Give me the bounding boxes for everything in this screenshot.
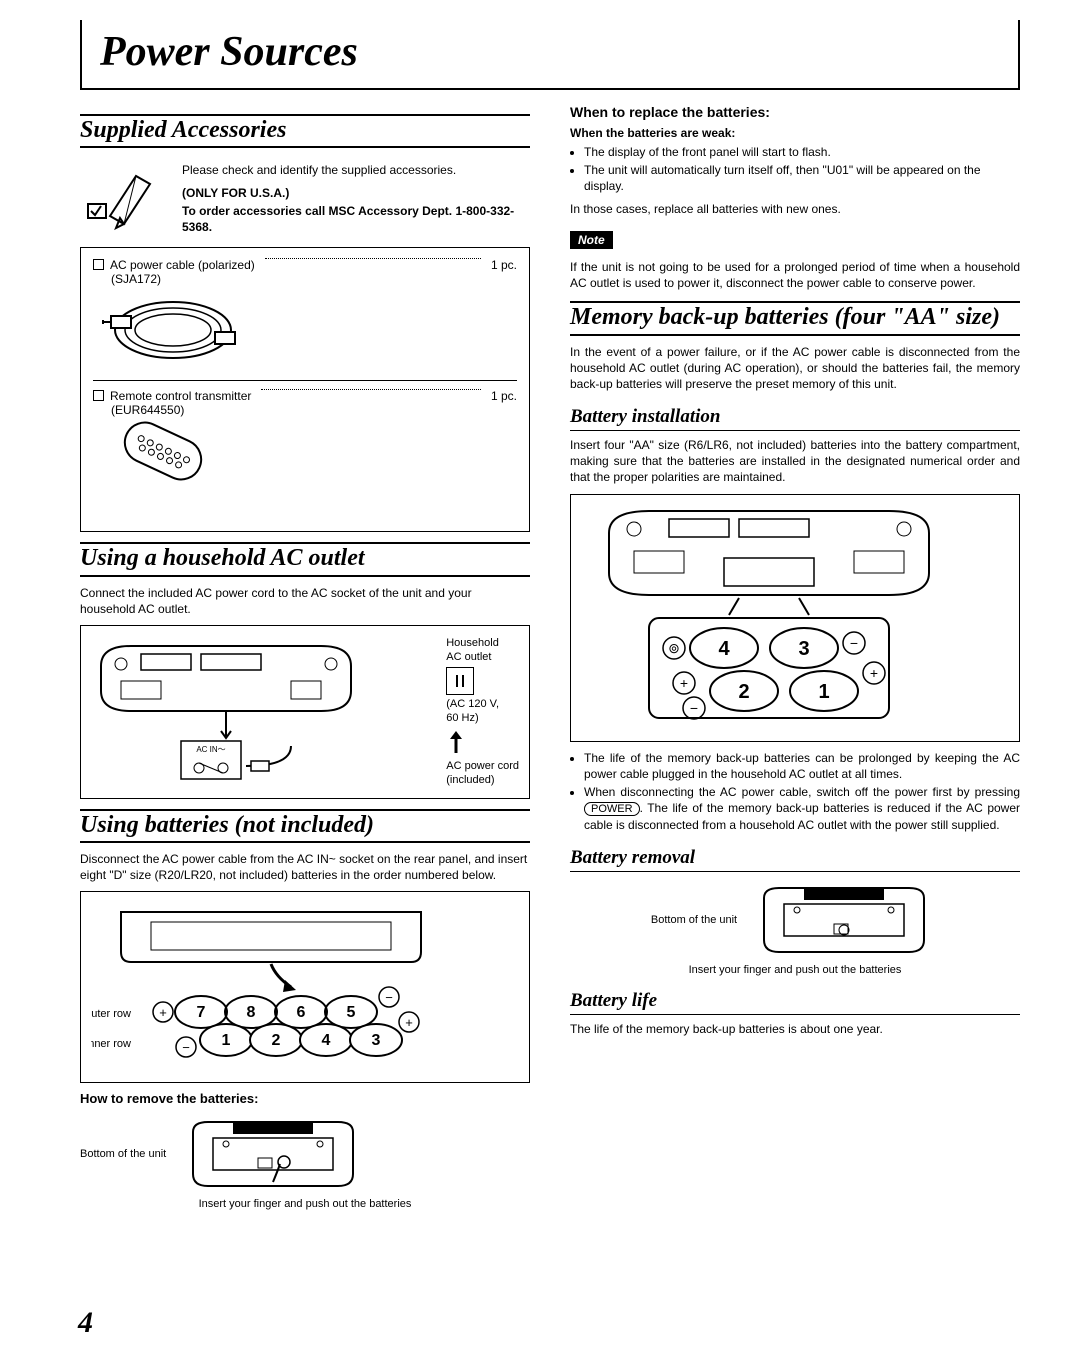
accessories-intro-text: Please check and identify the supplied a… [182,156,530,237]
parts-list-box: AC power cable (polarized) 1 pc. (SJA172… [80,247,530,532]
battery-removal-title: Battery removal [570,847,1020,872]
cord-label1: AC power cord [446,759,519,773]
acin-label: AC IN〜 [196,745,225,754]
page-title-box: Power Sources [80,20,1020,90]
svg-text:3: 3 [798,638,809,660]
battery-life-body: The life of the memory back-up batteries… [570,1021,1020,1037]
memory-intro: In the event of a power failure, or if t… [570,344,1020,393]
svg-text:−: − [385,990,393,1005]
weak-b2: The unit will automatically turn itself … [584,162,1020,194]
install-body: Insert four "AA" size (R6/LR6, not inclu… [570,437,1020,486]
outlet-label3: (AC 120 V, [446,697,519,711]
dot-leader [261,389,481,390]
replace-after: In those cases, replace all batteries wi… [570,201,1020,217]
intro-text: Please check and identify the supplied a… [182,162,530,178]
power-button-label: POWER [584,802,640,816]
remote-illustration [93,421,517,511]
item1-qty: 1 pc. [491,258,517,272]
ac-outlet-body: Connect the included AC power cord to th… [80,585,530,617]
ac-diagram-labels: Household AC outlet (AC 120 V, 60 Hz) AC… [446,636,519,788]
svg-text:+: + [680,675,688,691]
order-text: To order accessories call MSC Accessory … [182,203,530,235]
tip1: The life of the memory back-up batteries… [584,750,1020,782]
note-body: If the unit is not going to be used for … [570,259,1020,291]
ac-outlet-title: Using a household AC outlet [80,542,530,576]
left-column: Supplied Accessories Please check and id… [80,104,530,1210]
tip2a: When disconnecting the AC power cable, s… [584,785,1020,799]
bottom-unit-label2: Bottom of the unit [651,914,737,926]
parts-item-cable: AC power cable (polarized) 1 pc. (SJA172… [93,258,517,370]
battery-insert-diagram: 7 8 6 5 1 2 4 3 + − + − Outer row Inner … [80,891,530,1083]
battery-life-title: Battery life [570,990,1020,1015]
remove-batteries-title: How to remove the batteries: [80,1091,530,1106]
outlet-icon [446,667,474,695]
page-title: Power Sources [100,28,1000,76]
item2-qty: 1 pc. [491,389,517,403]
memory-backup-title: Memory back-up batteries (four "AA" size… [570,301,1020,335]
two-column-layout: Supplied Accessories Please check and id… [80,104,1020,1210]
svg-text:Outer row: Outer row [91,1008,131,1020]
accessories-intro: Please check and identify the supplied a… [80,156,530,237]
svg-text:4: 4 [322,1032,331,1049]
page-number: 4 [78,1306,93,1340]
svg-text:Inner row: Inner row [91,1038,131,1050]
svg-text:1: 1 [222,1032,231,1049]
memory-removal-caption: Insert your finger and push out the batt… [570,964,1020,976]
svg-text:+: + [870,665,878,681]
only-usa: (ONLY FOR U.S.A.) [182,185,530,201]
dot-leader [265,258,481,259]
outlet-label1: Household [446,636,519,650]
svg-text:2: 2 [738,681,749,703]
cable-illustration [93,290,517,370]
item1-label: AC power cable (polarized) [110,258,255,272]
weak-battery-list: The display of the front panel will star… [570,144,1020,195]
supplied-accessories-title: Supplied Accessories [80,114,530,148]
weak-b1: The display of the front panel will star… [584,144,1020,160]
svg-text:−: − [182,1040,190,1055]
bottom-unit-label: Bottom of the unit [80,1148,166,1160]
svg-text:−: − [850,635,858,651]
memory-tips-list: The life of the memory back-up batteries… [570,750,1020,834]
cord-label2: (included) [446,773,519,787]
svg-text:⊚: ⊚ [668,640,680,656]
outlet-label4: 60 Hz) [446,711,519,725]
parts-item-remote: Remote control transmitter 1 pc. (EUR644… [93,389,517,511]
tip2b: . The life of the memory back-up batteri… [584,801,1020,832]
right-column: When to replace the batteries: When the … [570,104,1020,1210]
svg-text:4: 4 [718,638,730,660]
item2-label: Remote control transmitter [110,389,251,403]
svg-text:−: − [690,700,698,716]
item2-code: (EUR644550) [93,403,517,417]
svg-text:8: 8 [247,1004,256,1021]
batteries-title: Using batteries (not included) [80,809,530,843]
svg-text:7: 7 [197,1004,206,1021]
svg-text:+: + [159,1005,167,1020]
svg-text:1: 1 [818,681,829,703]
item1-code: (SJA172) [93,272,517,286]
ac-connection-diagram: AC IN〜 Household AC outlet [80,625,530,799]
svg-text:2: 2 [272,1032,281,1049]
battery-removal-diagram: Bottom of the unit [80,1114,530,1194]
checkbox-icon [93,390,104,401]
tip2: When disconnecting the AC power cable, s… [584,784,1020,833]
memory-battery-diagram: 4 3 2 1 ⊚ − + + − [570,494,1020,742]
checkbox-icon [93,259,104,270]
svg-text:5: 5 [347,1004,356,1021]
memory-removal-diagram: Bottom of the unit [570,880,1020,960]
batteries-body: Disconnect the AC power cable from the A… [80,851,530,883]
svg-text:3: 3 [372,1032,381,1049]
batteries-weak-label: When the batteries are weak: [570,126,1020,140]
removal-caption: Insert your finger and push out the batt… [80,1198,530,1210]
replace-batteries-title: When to replace the batteries: [570,104,1020,120]
svg-text:6: 6 [297,1004,306,1021]
battery-installation-title: Battery installation [570,406,1020,431]
outlet-label2: AC outlet [446,650,519,664]
svg-text:+: + [405,1015,413,1030]
note-badge: Note [570,231,613,249]
checklist-icon [80,156,170,237]
